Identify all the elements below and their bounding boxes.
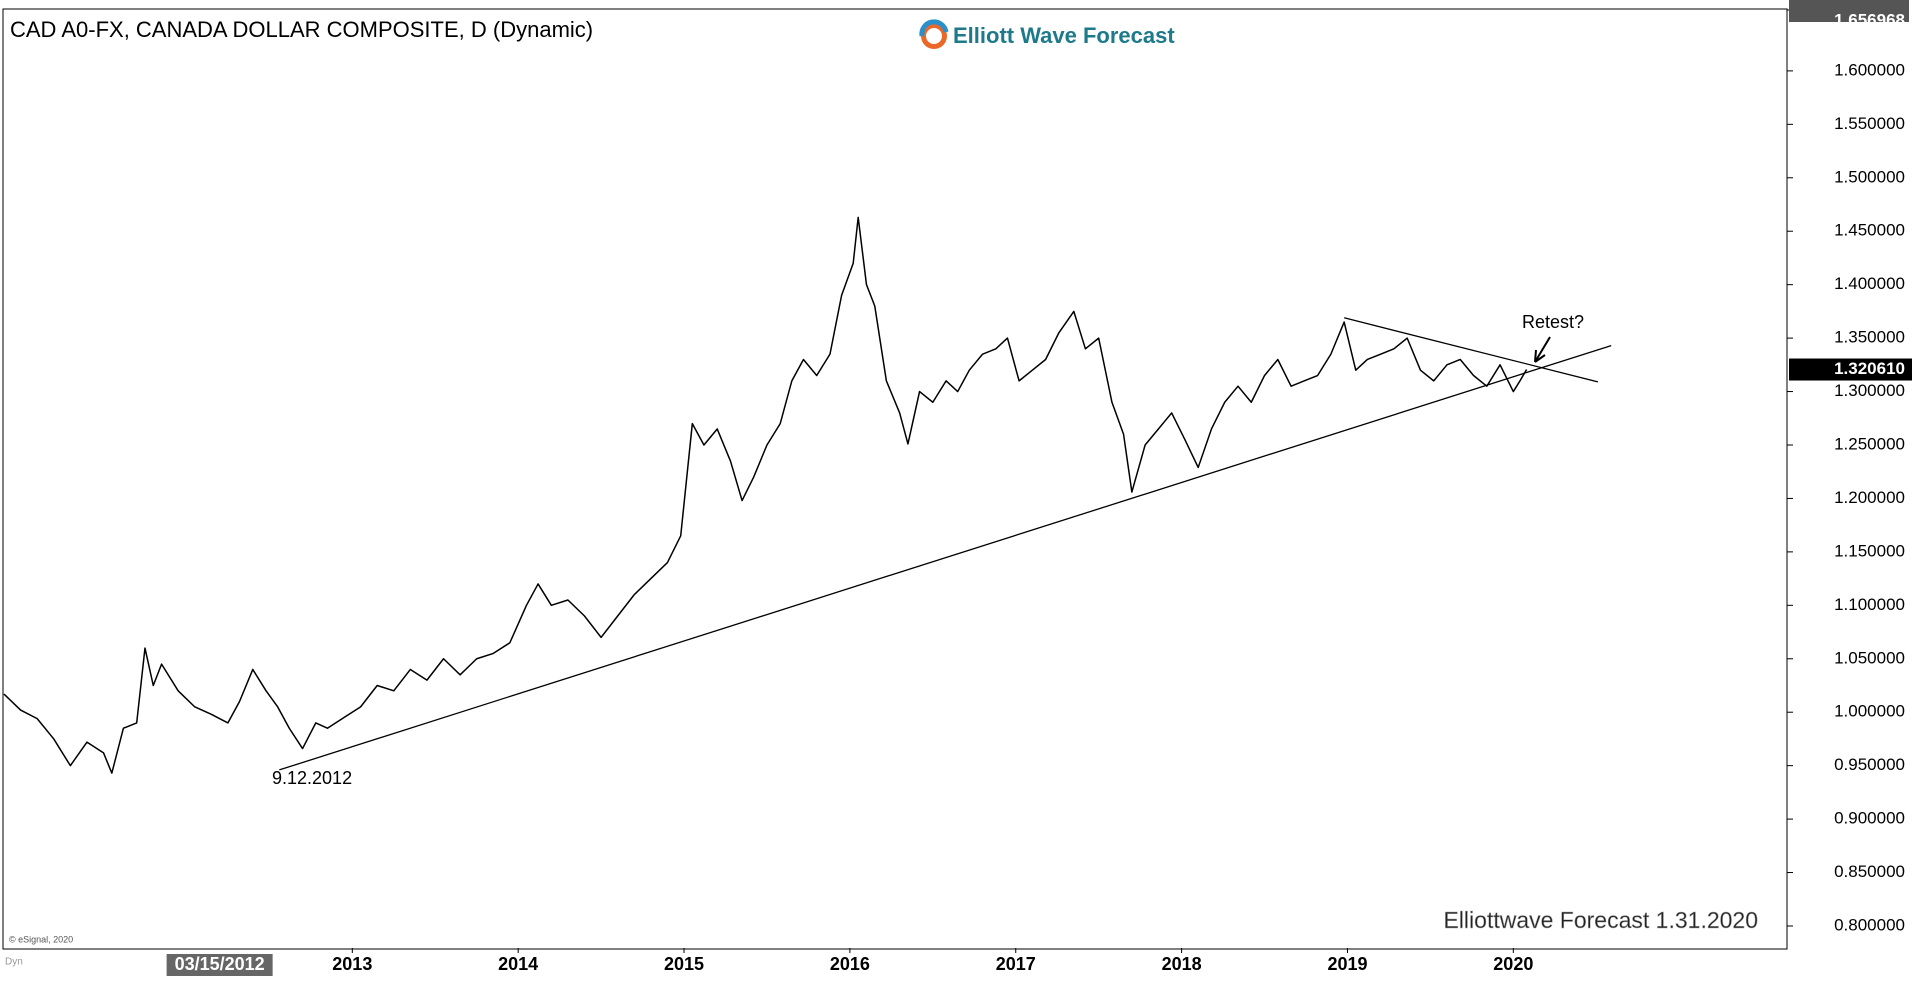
trendline bbox=[1343, 317, 1599, 383]
y-tick-label: 1.500000 bbox=[1834, 167, 1905, 186]
x-tick-label: 2016 bbox=[830, 954, 870, 974]
cursor-label-bg bbox=[166, 954, 273, 976]
y-tick-label: 1.050000 bbox=[1834, 648, 1905, 667]
trendline bbox=[279, 344, 1612, 771]
annotation: 9.12.2012 bbox=[272, 768, 352, 788]
x-tick-label: 2019 bbox=[1327, 954, 1367, 974]
x-tick-label: 2018 bbox=[1162, 954, 1202, 974]
source: © eSignal, 2020 bbox=[9, 934, 73, 944]
y-tick-label: 1.350000 bbox=[1834, 328, 1905, 347]
y-tick-label: 0.850000 bbox=[1834, 862, 1905, 881]
logo-icon bbox=[926, 28, 942, 44]
y-tick-label: 1.400000 bbox=[1834, 274, 1905, 293]
y-tick-label-bg bbox=[1789, 0, 1909, 22]
x-tick-label: 2020 bbox=[1493, 954, 1533, 974]
y-tick-label: 1.150000 bbox=[1834, 541, 1905, 560]
x-tick-label: 2017 bbox=[996, 954, 1036, 974]
logo-text: Elliott Wave Forecast bbox=[953, 23, 1175, 48]
y-tick-label: 1.200000 bbox=[1834, 488, 1905, 507]
y-tick-label: 1.656968 bbox=[1834, 10, 1905, 29]
y-tick-label: 1.300000 bbox=[1834, 381, 1905, 400]
y-tick-label: 1.250000 bbox=[1834, 434, 1905, 453]
footer: Elliottwave Forecast 1.31.2020 bbox=[1443, 907, 1758, 933]
last-price-label: 1.320610 bbox=[1834, 359, 1905, 378]
annotation: Retest? bbox=[1522, 312, 1584, 332]
y-tick-label: 1.100000 bbox=[1834, 595, 1905, 614]
y-tick-label: 1.450000 bbox=[1834, 221, 1905, 240]
y-tick-label: 0.800000 bbox=[1834, 915, 1905, 934]
chart-title: CAD A0-FX, CANADA DOLLAR COMPOSITE, D (D… bbox=[10, 17, 593, 42]
y-tick-label: 1.600000 bbox=[1834, 60, 1905, 79]
price-line bbox=[3, 216, 1528, 774]
y-tick-label: 1.550000 bbox=[1834, 114, 1905, 133]
logo: Elliott Wave Forecast bbox=[919, 19, 1175, 49]
mode-label: Dyn bbox=[5, 957, 23, 968]
logo-icon bbox=[919, 19, 949, 37]
x-tick-label: 2013 bbox=[332, 954, 372, 974]
cursor-label: 03/15/2012 bbox=[175, 954, 265, 974]
x-tick-label: 2015 bbox=[664, 954, 704, 974]
y-tick-label: 0.950000 bbox=[1834, 755, 1905, 774]
x-tick-label: 2014 bbox=[498, 954, 538, 974]
last-price-bg bbox=[1789, 358, 1912, 381]
plot-frame bbox=[2, 8, 1788, 950]
y-tick-label: 1.000000 bbox=[1834, 702, 1905, 721]
annotation-arrow bbox=[1534, 336, 1551, 363]
y-tick-label: 0.900000 bbox=[1834, 809, 1905, 828]
